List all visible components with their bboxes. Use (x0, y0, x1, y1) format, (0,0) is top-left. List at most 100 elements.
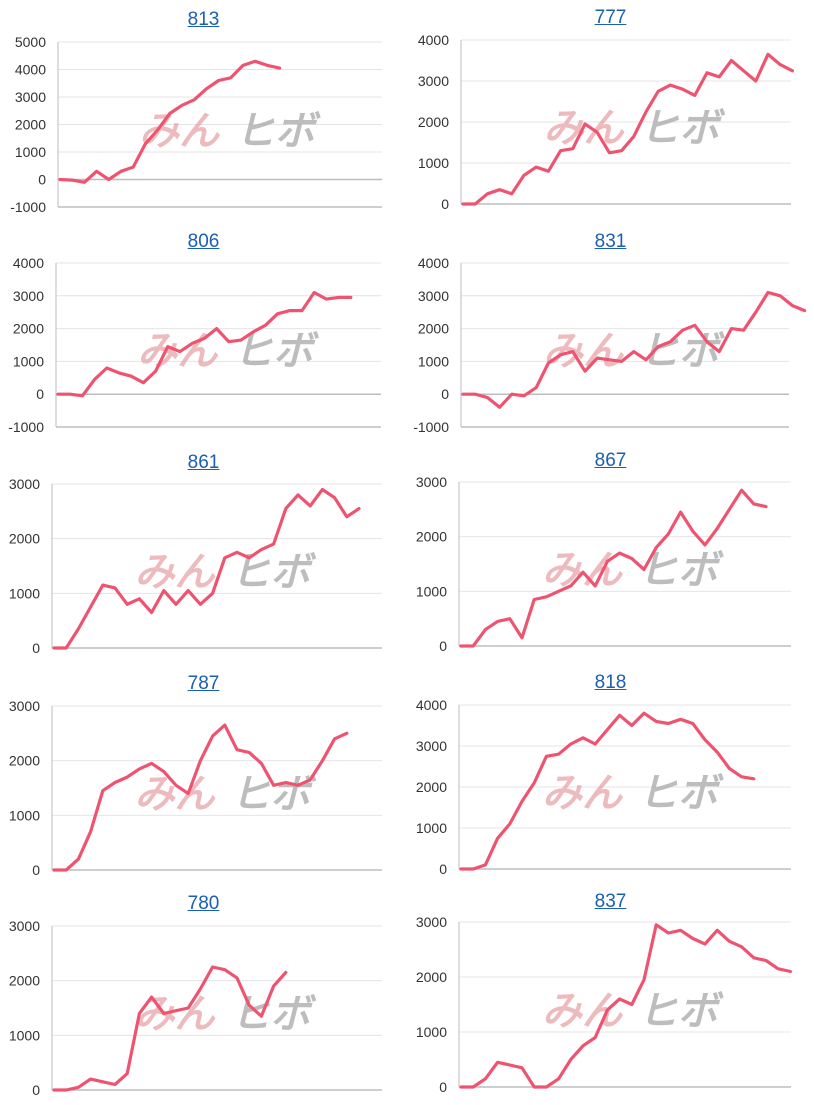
y-tick-label: 5000 (15, 34, 46, 50)
watermark-text: ヒボ (231, 992, 317, 1038)
y-tick-label: 3000 (15, 89, 46, 105)
y-tick-label: 3000 (13, 288, 44, 304)
y-tick-label: 1000 (9, 1027, 40, 1043)
chart-title-link[interactable]: 787 (187, 673, 220, 694)
y-tick-label: 0 (439, 1079, 447, 1095)
chart-panel-3: 806 4000 3000 2000 1000 0 -1000 みん ヒボ (0, 221, 407, 442)
watermark-text: みん (139, 108, 221, 154)
y-tick-label: -1000 (10, 199, 46, 215)
y-tick-label: -1000 (8, 419, 44, 435)
y-tick-label: 2000 (13, 321, 44, 337)
y-tick-label: 3000 (416, 474, 447, 490)
chart-title-link[interactable]: 806 (187, 231, 220, 252)
data-series-line (461, 52, 794, 206)
data-series-line (459, 923, 792, 1089)
chart-svg: 3000 2000 1000 0 みん ヒボ (9, 698, 382, 878)
y-tick-label: -1000 (413, 419, 449, 435)
watermark-text: みん (542, 771, 624, 817)
y-tick-label: 0 (439, 638, 447, 654)
y-tick-label: 2000 (416, 529, 447, 545)
y-tick-label: 0 (441, 196, 449, 212)
chart-title-link[interactable]: 813 (187, 9, 220, 30)
y-tick-label: 1000 (416, 820, 447, 836)
data-series-line (461, 290, 807, 409)
y-tick-label: 1000 (9, 807, 40, 823)
watermark-text: みん (135, 550, 217, 596)
y-tick-label: 2000 (418, 114, 449, 130)
y-tick-label: 1000 (418, 353, 449, 369)
y-tick-label: 1000 (416, 583, 447, 599)
data-series-line (52, 723, 349, 872)
watermark-text: みん (135, 992, 217, 1038)
y-tick-label: 2000 (9, 531, 40, 547)
chart-panel-7: 787 3000 2000 1000 0 みん ヒボ (0, 663, 407, 884)
y-tick-label: 2000 (416, 779, 447, 795)
data-series-line (52, 965, 288, 1092)
watermark-text: みん (544, 106, 626, 152)
chart-panel-4: 831 4000 3000 2000 1000 0 -1000 みん ヒボ (407, 221, 814, 442)
chart-panel-5: 861 3000 2000 1000 0 みん ヒボ (0, 442, 407, 663)
watermark-text: ヒボ (235, 108, 321, 154)
y-tick-label: 4000 (418, 255, 449, 271)
y-tick-label: 3000 (418, 73, 449, 89)
chart-title-link[interactable]: 818 (594, 672, 627, 693)
chart-title-link[interactable]: 777 (594, 7, 627, 28)
y-tick-label: 0 (36, 386, 44, 402)
y-tick-label: 1000 (15, 144, 46, 160)
y-tick-label: 3000 (418, 288, 449, 304)
y-tick-label: 0 (32, 862, 40, 878)
chart-title-link[interactable]: 831 (594, 231, 627, 252)
chart-svg: 5000 4000 3000 2000 1000 0 -1000 みん ヒボ (10, 34, 382, 215)
data-series-line (459, 488, 768, 648)
chart-panel-10: 837 3000 2000 1000 0 みん ヒボ (407, 884, 814, 1105)
chart-title-link[interactable]: 780 (187, 893, 220, 914)
chart-svg: 4000 3000 2000 1000 0 みん ヒボ (416, 697, 791, 877)
y-tick-label: 1000 (418, 155, 449, 171)
y-tick-label: 3000 (416, 738, 447, 754)
chart-panel-6: 867 3000 2000 1000 0 みん ヒボ (407, 442, 814, 663)
watermark-text: ヒボ (638, 988, 724, 1034)
y-tick-label: 3000 (416, 914, 447, 930)
y-tick-label: 0 (32, 640, 40, 656)
chart-title-link[interactable]: 861 (187, 452, 220, 473)
watermark-text: ヒボ (638, 771, 724, 817)
y-tick-label: 2000 (416, 969, 447, 985)
chart-svg: 3000 2000 1000 0 みん ヒボ (416, 914, 792, 1095)
chart-panel-8: 818 4000 3000 2000 1000 0 みん ヒボ (407, 663, 814, 884)
watermark-text: みん (542, 988, 624, 1034)
watermark-text: みん (135, 772, 217, 818)
y-tick-label: 3000 (9, 918, 40, 934)
y-tick-label: 4000 (418, 32, 449, 48)
chart-panel-2: 777 4000 3000 2000 1000 0 みん ヒボ (407, 0, 814, 221)
y-tick-label: 1000 (416, 1024, 447, 1040)
y-tick-label: 2000 (9, 973, 40, 989)
y-tick-label: 2000 (9, 753, 40, 769)
y-tick-label: 4000 (416, 697, 447, 713)
watermark-text: ヒボ (640, 106, 726, 152)
y-tick-label: 3000 (9, 476, 40, 492)
y-tick-label: 0 (439, 861, 447, 877)
chart-title-link[interactable]: 867 (594, 450, 627, 471)
y-tick-label: 0 (441, 386, 449, 402)
watermark-text: ヒボ (231, 772, 317, 818)
chart-title-link[interactable]: 837 (594, 891, 627, 912)
y-tick-label: 4000 (15, 62, 46, 78)
y-tick-label: 1000 (13, 353, 44, 369)
data-series-line (52, 487, 361, 650)
y-tick-label: 4000 (13, 255, 44, 271)
data-series-line (56, 290, 353, 398)
y-tick-label: 0 (32, 1082, 40, 1098)
chart-svg: 3000 2000 1000 0 みん ヒボ (9, 918, 382, 1098)
chart-panel-9: 780 3000 2000 1000 0 みん ヒボ (0, 884, 407, 1105)
y-tick-label: 2000 (418, 321, 449, 337)
y-tick-label: 1000 (9, 585, 40, 601)
y-tick-label: 0 (38, 172, 46, 188)
chart-svg: 4000 3000 2000 1000 0 みん ヒボ (418, 32, 794, 212)
y-tick-label: 2000 (15, 117, 46, 133)
chart-panel-1: 813 5000 4000 3000 2000 1000 0 -1000 みん ヒボ (0, 0, 407, 221)
y-tick-label: 3000 (9, 698, 40, 714)
